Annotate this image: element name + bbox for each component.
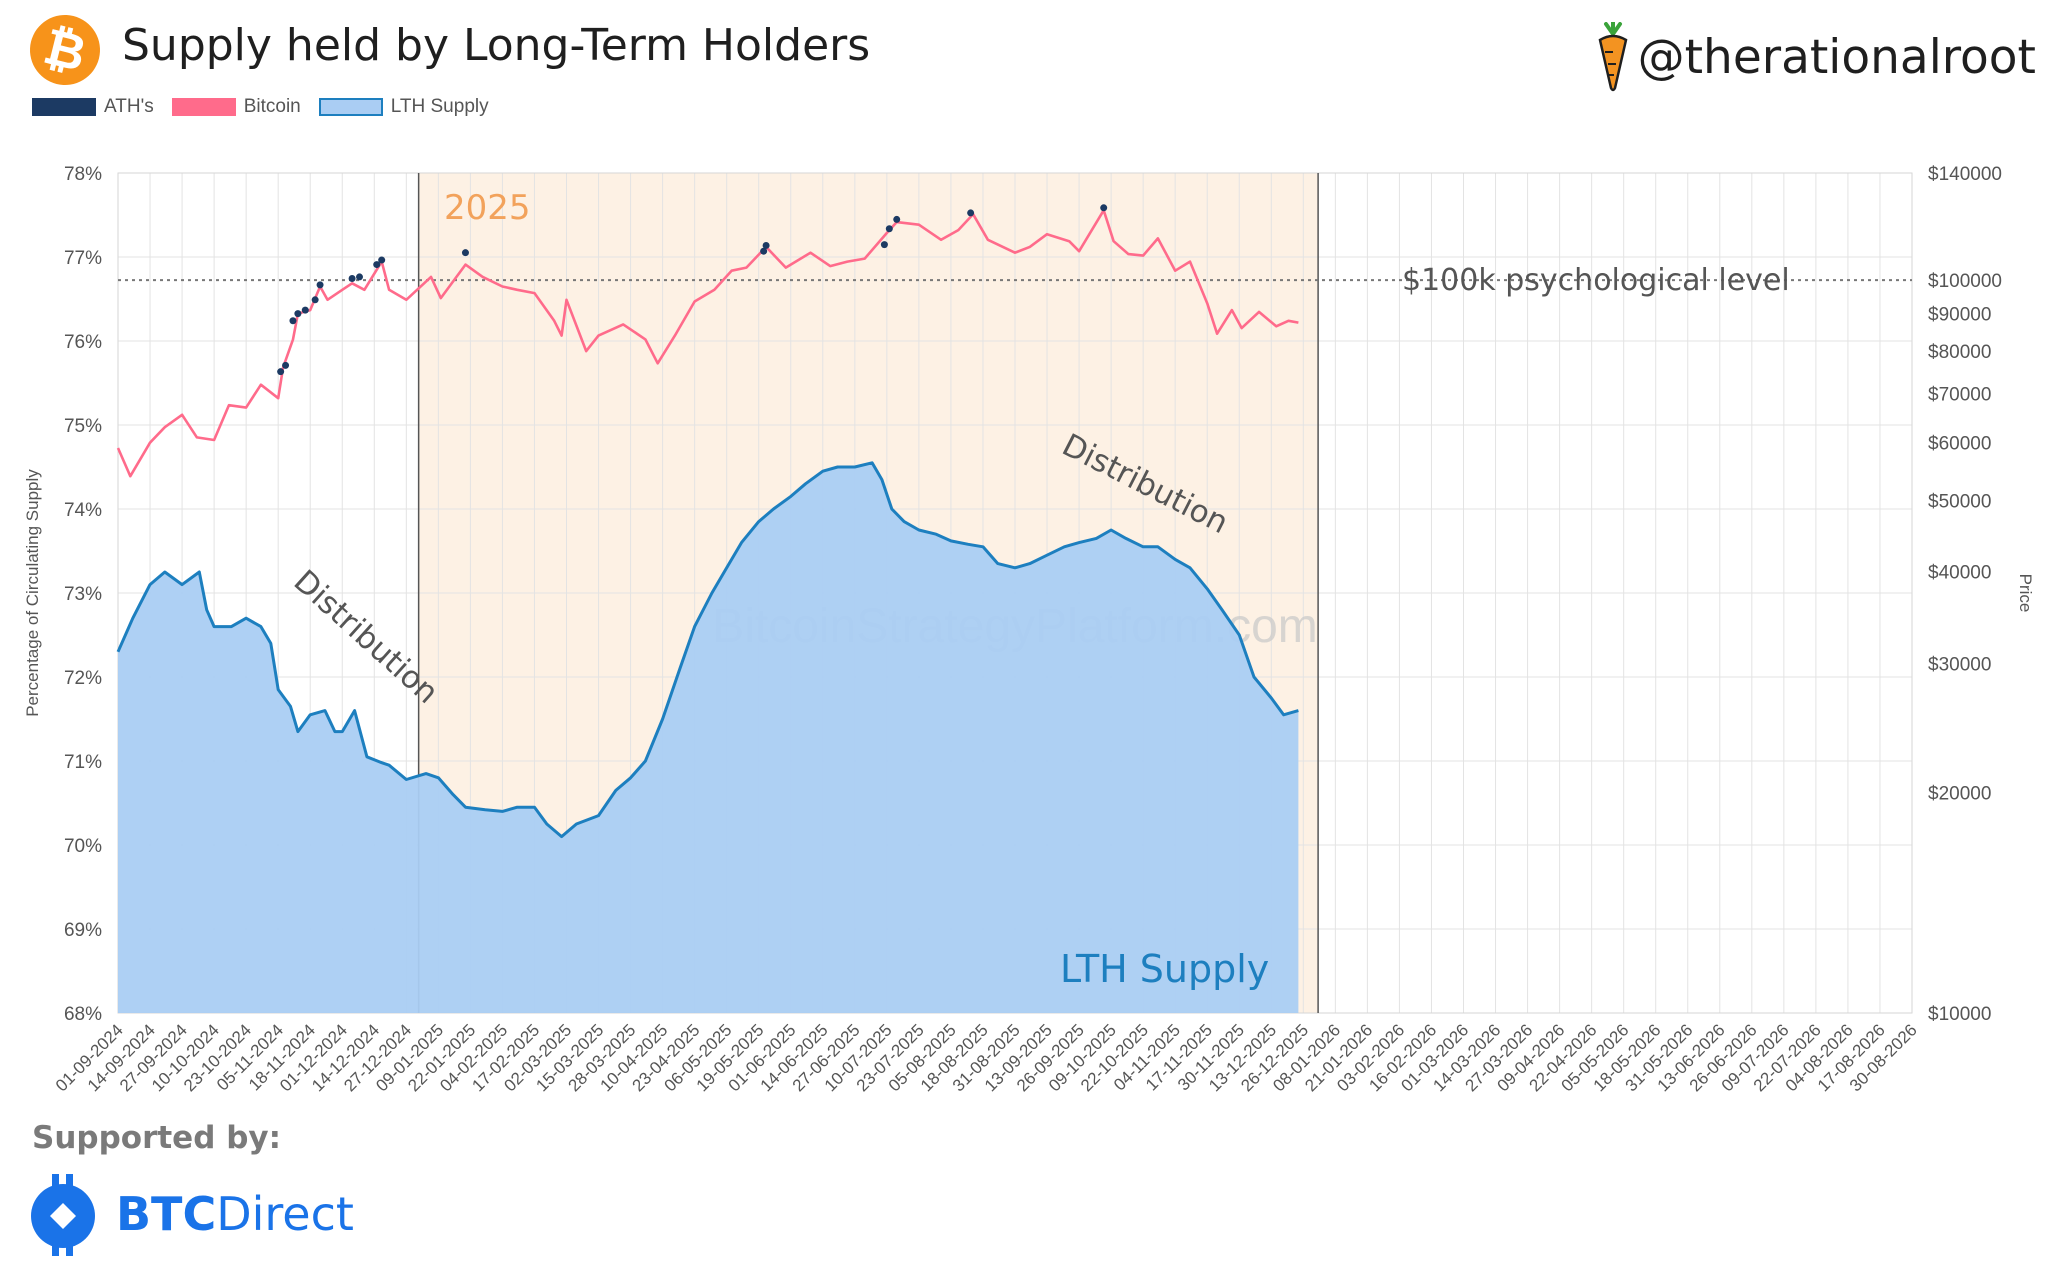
supported-by-label: Supported by: [32,1120,281,1156]
ath-point [893,215,901,223]
legend-swatch-bitcoin [171,98,236,116]
y-tick-label: 72% [64,668,102,689]
y2-tick-label: $140000 [1928,164,2002,185]
y2-tick-label: $30000 [1928,654,1991,675]
y-tick-label: 69% [64,920,102,941]
legend-item-aths[interactable]: ATH's [32,96,154,118]
ath-point [316,281,324,289]
carrot-icon [1598,22,1628,92]
y-tick-label: 78% [64,164,102,185]
lth-supply-area [118,462,1299,1013]
y2-tick-label: $40000 [1928,563,1991,584]
y2-axis-title: Price [2016,574,2035,613]
y-axis-title: Percentage of Circulating Supply [23,469,42,717]
ath-point [301,306,309,314]
author-handle: @therationalroot [1596,22,2036,92]
ath-point [348,275,356,283]
ath-point [289,317,297,325]
y2-tick-label: $90000 [1928,305,1991,326]
legend-label-bitcoin: Bitcoin [243,96,301,117]
y2-tick-label: $10000 [1928,1004,1991,1025]
ath-point [760,247,768,255]
sponsor-name: BTCDirect [116,1187,354,1241]
sponsor-name-rest: Direct [216,1187,354,1241]
y-tick-label: 70% [64,836,102,857]
ath-point [294,310,302,318]
ath-point [378,256,386,264]
legend-label-lth-supply: LTH Supply [390,96,489,117]
ath-point [885,225,893,233]
ath-point [356,273,363,281]
ath-point [880,241,888,249]
y-tick-label: 68% [64,1004,102,1025]
ath-point [461,249,469,257]
chart-canvas: BitcoinStrategyPlatform.com68%69%70%71%7… [23,164,2035,1095]
legend-label-aths: ATH's [104,96,154,117]
y2-tick-label: $60000 [1928,434,1991,455]
legend-swatch-aths [32,98,96,116]
ath-point [282,361,290,369]
btcdirect-logo-icon [31,1174,95,1256]
ath-point [277,368,285,376]
ath-point [762,241,770,249]
chart-title: Supply held by Long-Term Holders [122,20,871,71]
lth-supply-line [116,461,1299,839]
chart-legend: ATH's Bitcoin LTH Supply [32,96,507,118]
legend-swatch-lth-supply [318,98,383,116]
y-tick-label: 77% [64,248,102,269]
sponsor-logo[interactable]: BTCDirect [30,1170,354,1258]
legend-item-bitcoin[interactable]: Bitcoin [171,96,301,118]
author-handle-text: @therationalroot [1637,29,2036,85]
ath-point [373,261,381,269]
y-tick-label: 71% [64,752,102,773]
ath-point [1100,204,1108,212]
sponsor-name-bold: BTC [116,1187,217,1241]
bitcoin-price-line [116,209,1299,478]
y2-tick-label: $80000 [1928,342,1991,363]
y-tick-label: 74% [64,500,102,521]
y-tick-label: 75% [64,416,102,437]
legend-item-lth-supply[interactable]: LTH Supply [318,96,489,118]
y-tick-label: 76% [64,332,102,353]
reference-line-label: $100k psychological level [1402,263,1790,298]
chart-header: ₿ Supply held by Long-Term Holders @ther… [0,0,2050,130]
y2-tick-label: $50000 [1928,492,1991,513]
y2-tick-label: $100000 [1928,271,2002,292]
region-label-2025: 2025 [444,188,531,228]
y-tick-label: 73% [64,584,102,605]
lth-supply-series-label: LTH Supply [1060,947,1269,991]
ath-point [311,296,319,304]
y2-tick-label: $70000 [1928,385,1991,406]
ath-point [967,209,975,217]
y2-tick-label: $20000 [1928,783,1991,804]
